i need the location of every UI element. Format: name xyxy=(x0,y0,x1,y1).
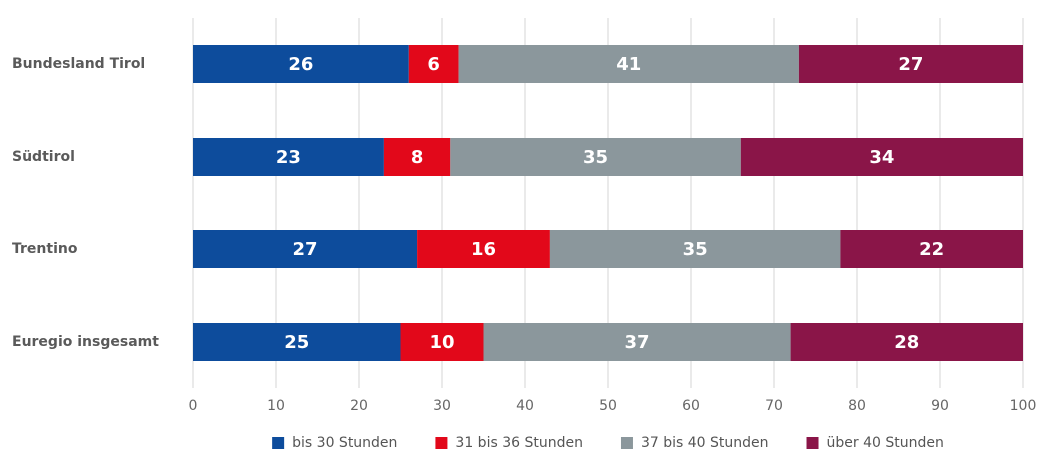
x-tick-label: 70 xyxy=(765,398,783,414)
data-label: 34 xyxy=(869,147,894,168)
x-tick-label: 40 xyxy=(516,398,534,414)
x-tick-label: 30 xyxy=(433,398,451,414)
bar-segment xyxy=(193,45,409,83)
x-tick-label: 0 xyxy=(189,398,198,414)
legend-label: 37 bis 40 Stunden xyxy=(641,435,769,451)
bar-segment xyxy=(840,230,1023,268)
bar-segment xyxy=(790,323,1023,361)
x-tick-label: 20 xyxy=(350,398,368,414)
bar-segment xyxy=(483,323,791,361)
x-tick-label: 10 xyxy=(267,398,285,414)
bar-segment xyxy=(383,138,451,176)
x-tick-label: 50 xyxy=(599,398,617,414)
legend-swatch xyxy=(806,437,819,449)
data-label: 23 xyxy=(276,147,301,168)
category-label: Trentino xyxy=(12,241,78,257)
x-tick-label: 60 xyxy=(682,398,700,414)
category-label: Bundesland Tirol xyxy=(12,56,145,72)
x-tick-label: 100 xyxy=(1010,398,1037,414)
bar-segment xyxy=(400,323,484,361)
data-label: 37 xyxy=(625,332,650,353)
x-tick-label: 90 xyxy=(931,398,949,414)
bar-segment xyxy=(193,138,384,176)
legend-swatch xyxy=(435,437,448,449)
data-label: 10 xyxy=(429,332,454,353)
data-label: 35 xyxy=(583,147,608,168)
bar-segment xyxy=(798,45,1023,83)
category-label: Euregio insgesamt xyxy=(12,334,159,350)
data-label: 27 xyxy=(293,239,318,260)
data-label: 8 xyxy=(411,147,424,168)
data-label: 16 xyxy=(471,239,496,260)
data-label: 41 xyxy=(616,54,641,75)
legend-label: bis 30 Stunden xyxy=(292,435,397,451)
legend-swatch xyxy=(272,437,285,449)
legend-label: 31 bis 36 Stunden xyxy=(455,435,583,451)
data-label: 27 xyxy=(898,54,923,75)
data-label: 22 xyxy=(919,239,944,260)
bar-segment xyxy=(417,230,550,268)
bar-segment xyxy=(193,323,401,361)
bar-segment xyxy=(458,45,799,83)
legend-swatch xyxy=(620,437,633,449)
category-label: Südtirol xyxy=(12,149,75,165)
data-label: 28 xyxy=(894,332,919,353)
bar-segment xyxy=(549,230,841,268)
data-label: 35 xyxy=(683,239,708,260)
legend-label: über 40 Stunden xyxy=(827,435,944,451)
x-tick-label: 80 xyxy=(848,398,866,414)
data-label: 26 xyxy=(288,54,313,75)
bar-segment xyxy=(450,138,741,176)
bar-segment xyxy=(408,45,459,83)
data-label: 25 xyxy=(284,332,309,353)
bar-segment xyxy=(193,230,418,268)
bar-segment xyxy=(740,138,1023,176)
data-label: 6 xyxy=(427,54,440,75)
